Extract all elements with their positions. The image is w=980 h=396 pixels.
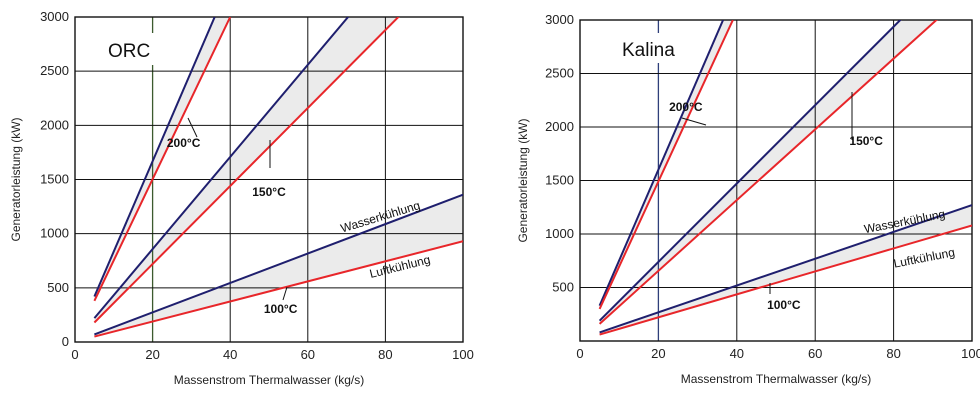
plot-frame (74, 16, 464, 343)
series-line-3 (93, 17, 400, 324)
series-lines (598, 20, 972, 336)
x-tick-label: 20 (145, 347, 159, 362)
y-tick-label: 2500 (40, 63, 69, 78)
annotation-label: 200°C (167, 136, 201, 150)
annotation-label: 150°C (849, 134, 883, 148)
series-line-5 (599, 224, 972, 336)
x-tick-label: 60 (301, 347, 315, 362)
series-line-3 (598, 20, 938, 325)
annotation-label: 200°C (669, 100, 703, 114)
annotation-label: 150°C (252, 185, 286, 199)
x-tick-label: 20 (651, 346, 665, 361)
series-line-5 (94, 240, 463, 338)
series-line-2 (93, 17, 350, 319)
chart-title: Kalina (622, 40, 675, 61)
series-line-0 (598, 20, 724, 307)
series-line-1 (93, 17, 232, 302)
series-lines (93, 17, 463, 338)
annotation-label: 100°C (264, 302, 298, 316)
x-tick-label: 80 (378, 347, 392, 362)
x-axis-label: Massenstrom Thermalwasser (kg/s) (174, 373, 365, 387)
y-tick-label: 1000 (545, 226, 574, 241)
series-line-0 (93, 17, 216, 297)
annotation-leader-2 (282, 286, 288, 301)
x-tick-label: 0 (71, 347, 78, 362)
y-tick-label: 3000 (40, 9, 69, 24)
x-tick-label: 60 (808, 346, 822, 361)
y-tick-label: 2500 (545, 66, 574, 81)
y-tick-label: 3000 (545, 12, 574, 27)
x-tick-label: 100 (961, 346, 980, 361)
annotation-label: 100°C (767, 298, 801, 312)
chart-kalina: 0 20 40 60 80 100 500 1000 1500 2000 2500 3000 Masse… (516, 12, 980, 386)
series-line-4 (94, 193, 463, 336)
y-tick-label: 2000 (545, 119, 574, 134)
annotation-leader-0 (187, 117, 198, 138)
y-axis-label: Generatorleistung (kW) (9, 117, 23, 241)
y-tick-label: 1500 (545, 173, 574, 188)
y-tick-label: 500 (552, 280, 574, 295)
chart-orc: 0 20 40 60 80 100050010001500200025003000Mass… (9, 9, 474, 387)
annotation-leader-0 (681, 117, 707, 126)
y-tick-label: 1500 (40, 172, 69, 187)
series-line-1 (598, 20, 734, 310)
x-tick-label: 40 (730, 346, 744, 361)
x-tick-label: 100 (452, 347, 474, 362)
y-tick-label: 500 (47, 280, 69, 295)
y-axis-label: Generatorleistung (kW) (516, 118, 530, 242)
series-line-2 (598, 20, 902, 322)
series-line-4 (599, 204, 972, 334)
chart-title: ORC (108, 41, 150, 62)
title-box (102, 33, 160, 65)
x-tick-label: 40 (223, 347, 237, 362)
x-tick-label: 80 (886, 346, 900, 361)
x-axis-label: Massenstrom Thermalwasser (kg/s) (681, 372, 872, 386)
title-box (612, 33, 692, 63)
x-tick-label: 0 (576, 346, 583, 361)
y-tick-label: 0 (62, 334, 69, 349)
gridlines (74, 16, 464, 343)
gridlines (579, 19, 973, 342)
y-tick-label: 1000 (40, 226, 69, 241)
annotation-label: Luftkühlung (892, 245, 956, 271)
plot-frame (579, 19, 973, 342)
y-tick-label: 2000 (40, 117, 69, 132)
